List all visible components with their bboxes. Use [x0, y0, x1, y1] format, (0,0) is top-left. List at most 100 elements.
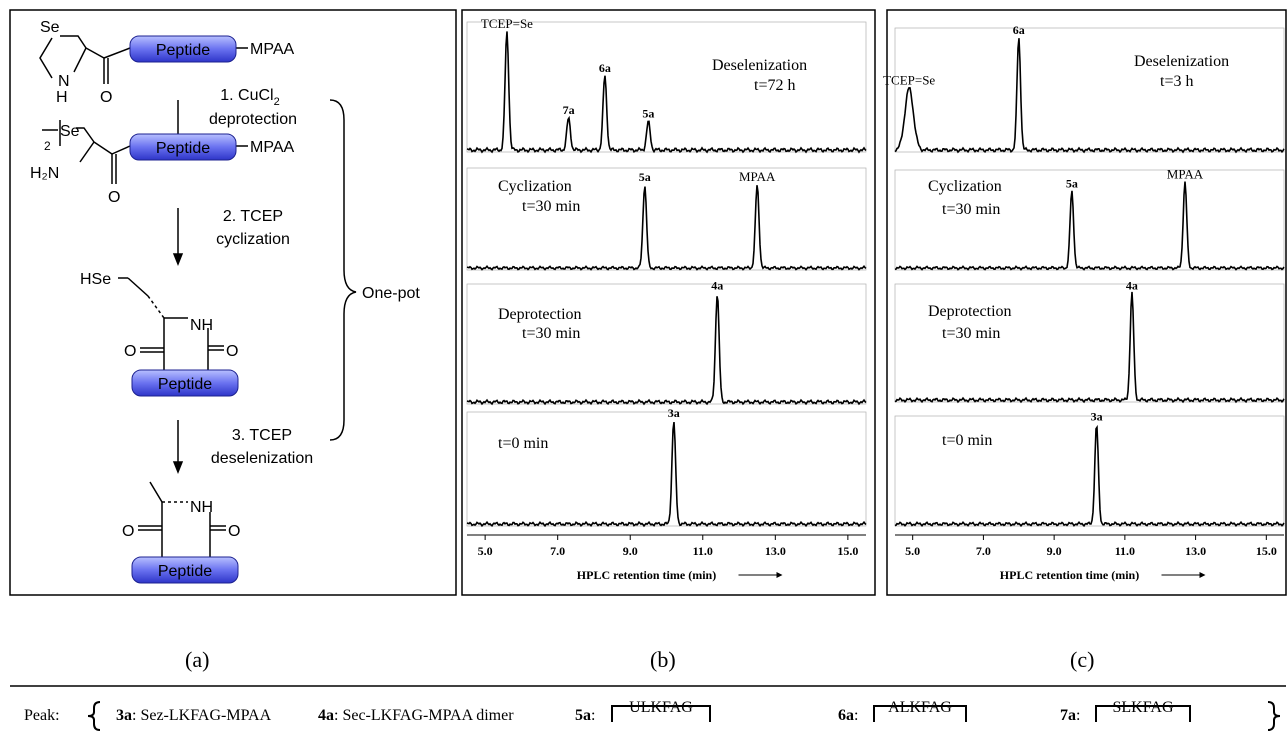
x-tick-label: 11.0 [1115, 544, 1135, 558]
one-pot-label: One-pot [362, 285, 420, 302]
trace-title: Deselenization [1134, 53, 1229, 70]
molecule-4 [138, 481, 226, 560]
molecule-2 [42, 120, 248, 184]
trace-box [466, 283, 867, 405]
o-atom-1: O [100, 89, 112, 106]
nh-atom-3: NH [190, 317, 213, 334]
legend-seq-6a: ALKFAG [888, 699, 952, 716]
trace-box [894, 283, 1285, 403]
hse-atom-3: HSe [80, 271, 111, 288]
peak-label: 4a [711, 278, 723, 292]
trace-title: Deprotection [928, 303, 1012, 320]
caption-c: (c) [1070, 647, 1094, 672]
step3-line2: deselenization [211, 450, 313, 467]
peak-label: 5a [642, 107, 654, 121]
trace-box [894, 27, 1285, 153]
legend-seq-5a: ULKFAG [629, 699, 693, 716]
x-tick-label: 11.0 [693, 544, 713, 558]
peak-label: 3a [1091, 410, 1103, 424]
peptide-pill-1 [129, 35, 237, 63]
legend-seq-7a: SLKFAG [1112, 699, 1173, 716]
x-axis-label: HPLC retention time (min) [577, 568, 716, 582]
x-tick-label: 5.0 [905, 544, 920, 558]
step1-line2: deprotection [209, 111, 297, 128]
legend-item-5a: 5a: [575, 707, 595, 724]
peptide-pill-2 [129, 133, 237, 161]
trace-box [466, 167, 867, 271]
o-atom-2: O [108, 189, 120, 206]
chart-panel-b: TCEP=Se 7a 6a 5a Deselenization t=72 h 5a MPAA C… [466, 16, 867, 582]
x-tick-label: 15.0 [1256, 544, 1277, 558]
one-pot-brace [329, 99, 357, 441]
cyclic-bracket-5a [611, 705, 711, 722]
peak-label: 6a [599, 61, 611, 75]
legend-item-4a: 4a: Sec-LKFAG-MPAA dimer [318, 707, 514, 724]
peak-legend: Peak: 3a: Sez-LKFAG-MPAA 4a: Sec-LKFAG-M… [24, 699, 1281, 731]
x-tick-label: 13.0 [1185, 544, 1206, 558]
peptide-pill-3 [131, 369, 239, 397]
legend-prefix: Peak: [24, 707, 60, 724]
x-tick-label: 15.0 [837, 544, 858, 558]
legend-item-7a: 7a: [1060, 707, 1080, 724]
x-tick-label: 9.0 [1047, 544, 1062, 558]
x-tick-label: 7.0 [976, 544, 991, 558]
peptide-label-4: Peptide [158, 563, 212, 580]
h2n-atom-2: H₂N [30, 165, 59, 182]
mpaa-label-2: MPAA [250, 139, 294, 156]
chromatogram-trace [894, 181, 1285, 271]
trace-time: t=30 min [522, 325, 580, 342]
chromatogram-trace [466, 421, 867, 528]
peptide-pill-4 [131, 556, 239, 584]
step3-line1: 3. TCEP [232, 427, 292, 444]
chromatogram-trace [466, 296, 867, 406]
trace-time: t=30 min [942, 325, 1000, 342]
trace-time: t=72 h [754, 77, 795, 94]
step2-line1: 2. TCEP [223, 208, 283, 225]
trace-box [894, 415, 1285, 527]
legend-open-brace [87, 701, 101, 731]
chromatogram-trace [894, 424, 1285, 528]
trace-time: t=30 min [942, 201, 1000, 218]
chart-panel-c: TCEP=Se 6a Deselenization t=3 h 5a MPAA Cycliz… [883, 23, 1285, 582]
peak-label: 6a [1013, 23, 1025, 37]
panel-c-frame [886, 9, 1287, 596]
panel-b-frame [461, 9, 876, 596]
n-atom-1: N [58, 73, 70, 90]
chromatogram-trace [894, 38, 1285, 154]
o-atom-4b: O [228, 523, 240, 540]
peak-label: TCEP=Se [481, 16, 533, 31]
peak-label: TCEP=Se [883, 72, 935, 87]
trace-box [466, 411, 867, 527]
step2-line2: cyclization [216, 231, 290, 248]
panel-a-frame [9, 9, 457, 596]
peak-label: MPAA [739, 169, 776, 184]
nh-atom-4: NH [190, 499, 213, 516]
trace-box [466, 21, 867, 153]
molecule-3 [118, 277, 224, 372]
x-axis-label: HPLC retention time (min) [1000, 568, 1139, 582]
molecule-1 [39, 35, 248, 84]
peak-label: 4a [1126, 278, 1138, 292]
trace-box [894, 169, 1285, 271]
panel-a-scheme [39, 35, 357, 560]
x-tick-label: 5.0 [478, 544, 493, 558]
o-atom-3a: O [124, 343, 136, 360]
peptide-label-1: Peptide [156, 42, 210, 59]
se-atom-1: Se [40, 19, 60, 36]
legend-close-brace [1267, 701, 1281, 731]
trace-time: t=3 h [1160, 73, 1193, 90]
sub-2: 2 [44, 139, 51, 153]
legend-item-6a: 6a: [838, 707, 858, 724]
peak-label: 5a [1066, 176, 1078, 190]
o-atom-4a: O [122, 523, 134, 540]
axis-arrow-head [1199, 572, 1206, 578]
x-tick-label: 13.0 [765, 544, 786, 558]
cyclic-bracket-6a [873, 705, 967, 722]
trace-time: t=30 min [522, 198, 580, 215]
peak-label: 7a [563, 103, 575, 117]
peptide-label-3: Peptide [158, 376, 212, 393]
trace-title: Deselenization [712, 57, 807, 74]
legend-item-3a: 3a: Sez-LKFAG-MPAA [116, 707, 272, 724]
o-atom-3b: O [226, 343, 238, 360]
